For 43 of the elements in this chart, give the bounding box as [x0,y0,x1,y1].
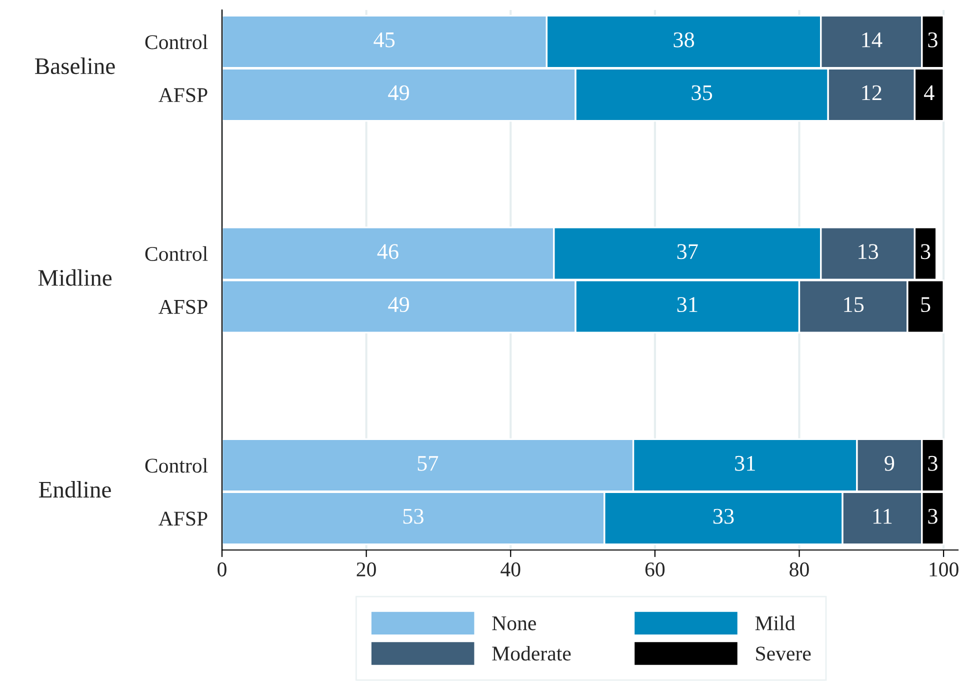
text: Baseline [35,58,115,74]
data-label: 4 [924,85,934,100]
x-tick-label: 20 [356,562,376,576]
data-label: 3 [928,508,938,524]
x-tick-label: 60 [645,562,665,576]
data-label: 13 [858,244,878,260]
y-tick-label: Control [145,246,208,261]
x-tick-label: 100 [930,562,958,576]
data-label: 37 [677,244,698,260]
text: Midline [38,269,112,286]
legend-label: None [492,616,536,630]
y-tick-label: AFSP [158,88,208,102]
data-label: 14 [862,32,882,48]
legend-label: Severe [756,646,811,661]
data-label: 46 [377,244,398,260]
data-label: 11 [873,508,892,524]
x-tick-label: 80 [790,562,809,576]
data-label: 35 [692,85,712,100]
data-label: 5 [921,297,930,312]
x-tick-label: 0 [218,562,226,576]
y-tick-label: Control [145,34,208,50]
y-tick-label: AFSP [158,300,208,314]
legend-label: Mild [755,616,796,630]
data-label: 31 [735,456,755,471]
data-label: 3 [921,244,930,260]
x-tick-label: 40 [500,562,520,576]
data-label: 3 [928,32,938,48]
legend-label: Moderate [492,646,571,661]
data-label: 49 [388,297,409,312]
data-label: 3 [928,456,938,471]
data-label: 38 [674,32,694,48]
data-label: 57 [418,456,438,471]
data-label: 45 [374,32,395,48]
data-label: 9 [884,456,894,471]
data-label: 49 [388,85,409,100]
y-tick-label: AFSP [158,512,208,526]
data-label: 12 [862,85,882,100]
data-label: 31 [677,297,698,312]
data-label: 33 [713,508,734,524]
text: Endline [38,481,111,498]
data-label: 15 [844,297,864,312]
data-label: 53 [403,508,424,524]
y-tick-label: Control [145,458,208,473]
